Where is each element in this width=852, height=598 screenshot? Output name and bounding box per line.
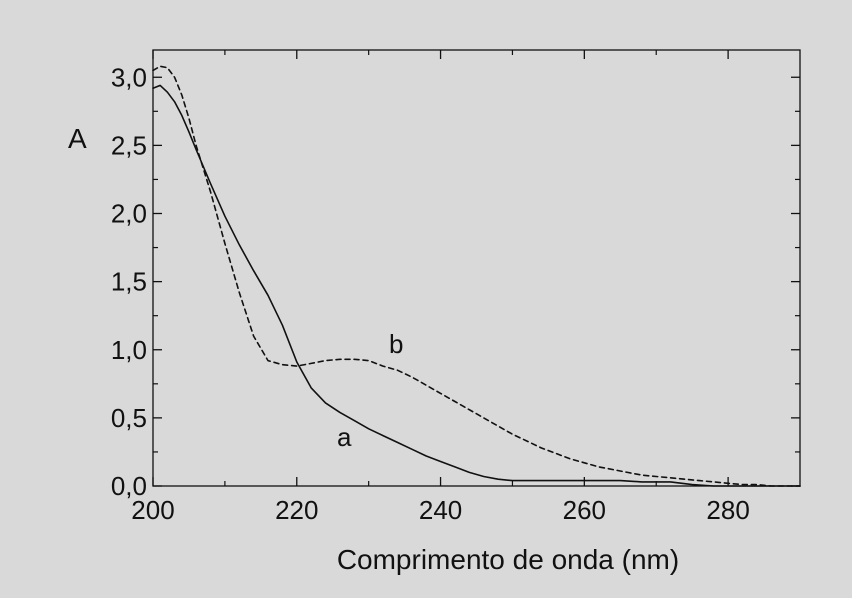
- y-tick-label: 1,5: [111, 267, 147, 297]
- y-tick-label: 1,0: [111, 335, 147, 365]
- x-tick-label: 220: [275, 495, 318, 525]
- y-tick-label: 0,5: [111, 403, 147, 433]
- x-tick-label: 200: [131, 495, 174, 525]
- series-line-b: [152, 65, 801, 487]
- x-tick-label: 260: [563, 495, 606, 525]
- y-tick-label: 2,5: [111, 130, 147, 160]
- y-tick-label: 0,0: [111, 471, 147, 501]
- series-label-b: b: [389, 329, 403, 359]
- y-axis-title: A: [68, 123, 87, 154]
- x-tick-label: 240: [419, 495, 462, 525]
- x-axis-title: Comprimento de onda (nm): [337, 544, 679, 575]
- y-tick-label: 3,0: [111, 62, 147, 92]
- series-layer: [152, 65, 801, 487]
- plot-frame: [152, 49, 801, 487]
- series-line-a: [152, 84, 801, 487]
- series-label-a: a: [337, 422, 352, 452]
- tick-labels-layer: 200 220 240 260 280 0,0 0,5 1,0 1,5 2,0 2,5 3,0: [111, 62, 750, 525]
- x-tick-label: 280: [706, 495, 749, 525]
- y-tick-label: 2,0: [111, 199, 147, 229]
